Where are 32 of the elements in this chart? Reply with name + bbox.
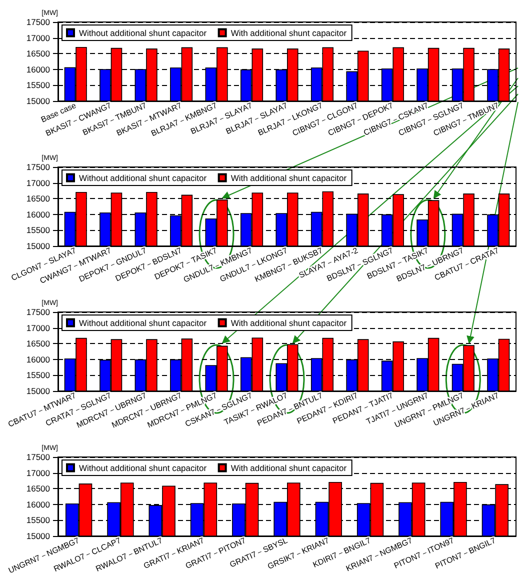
legend-label: With additional shunt capacitor <box>230 318 347 328</box>
y-tick-label: 15500 <box>26 370 50 380</box>
y-tick-label: 16500 <box>26 194 50 204</box>
y-tick-label: 16000 <box>26 64 50 74</box>
y-tick-label: 15500 <box>26 515 50 526</box>
legend-label: Without additional shunt capacitor <box>79 172 207 183</box>
y-tick-label: 17500 <box>26 17 50 27</box>
y-tick-label: 17500 <box>26 162 50 172</box>
legend-label: With additional shunt capacitor <box>230 28 347 38</box>
y-tick-label: 15500 <box>26 80 50 90</box>
y-tick-label: 15000 <box>26 386 50 396</box>
y-tick-label: 17000 <box>26 178 50 188</box>
y-tick-label: 16000 <box>26 499 50 510</box>
y-tick-label: 17500 <box>26 452 50 462</box>
y-tick-label: 16500 <box>26 484 50 494</box>
y-tick-label: 15000 <box>26 96 50 106</box>
y-tick-label: 15500 <box>26 225 50 236</box>
y-tick-label: 15000 <box>26 531 50 541</box>
y-tick-label: 16000 <box>26 209 50 220</box>
y-tick-label: 17500 <box>26 307 50 317</box>
y-tick-label: 17000 <box>26 322 50 333</box>
legend-label: With additional shunt capacitor <box>230 172 347 183</box>
legend-label: Without additional shunt capacitor <box>79 318 207 328</box>
y-tick-label: 17000 <box>26 32 50 43</box>
y-tick-label: 15000 <box>26 241 50 251</box>
legend-label: Without additional shunt capacitor <box>79 462 207 473</box>
y-tick-label: 16500 <box>26 48 50 59</box>
y-tick-label: 16000 <box>26 354 50 364</box>
legend-label: With additional shunt capacitor <box>230 462 347 473</box>
y-tick-label: 16500 <box>26 338 50 349</box>
legend-label: Without additional shunt capacitor <box>79 28 207 38</box>
y-tick-label: 17000 <box>26 468 50 478</box>
